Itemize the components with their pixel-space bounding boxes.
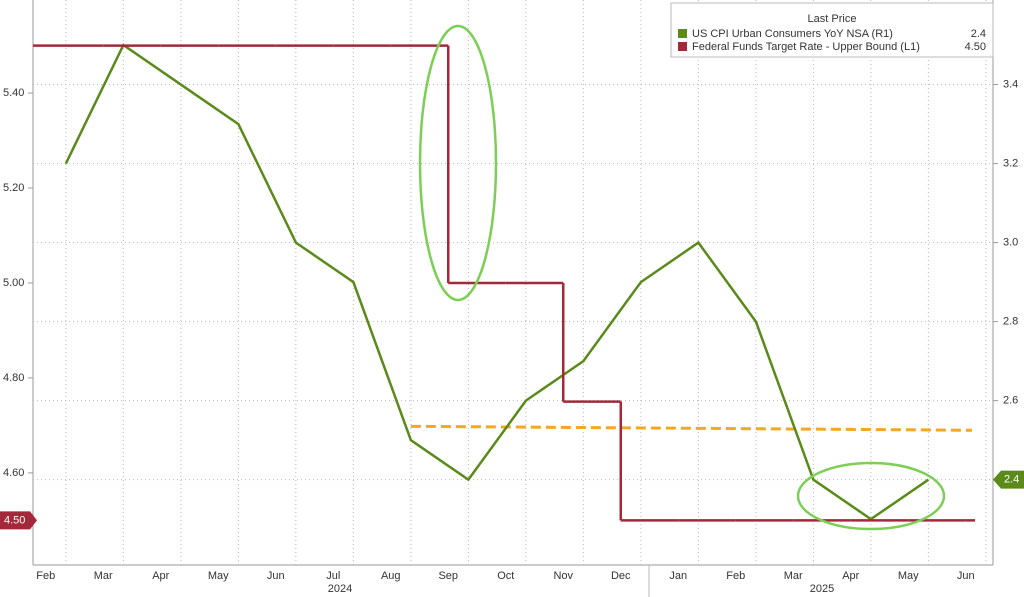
y2-tick-label: 2.6 [1003,395,1018,407]
legend-box [670,2,994,58]
legend-title: Last Price [808,13,857,25]
x-tick-label: Nov [553,570,573,582]
year-label: 2025 [810,583,834,595]
x-tick-label: Oct [497,570,514,582]
x-tick-label: Jun [957,570,975,582]
year-label: 2024 [328,583,352,595]
x-tick-label: Dec [611,570,631,582]
y-tick-label: 5.00 [3,277,24,289]
y-tick-label: 4.60 [3,467,24,479]
grid [28,0,998,565]
legend-swatch [678,29,687,38]
y-tick-label: 4.80 [3,372,24,384]
reference-line [410,424,973,432]
x-tick-label: Apr [842,570,859,582]
x-tick-label: Feb [726,570,745,582]
y2-tick-label: 3.4 [1003,78,1018,90]
x-tick-label: Sep [438,570,458,582]
last-price-marker: 2.4 [993,470,1024,489]
y2-tick-label: 2.8 [1003,316,1018,328]
data-line [64,43,930,521]
marker-shape [0,511,37,530]
marks [33,43,975,522]
marker-label: 2.4 [1004,474,1019,486]
x-tick-label: Aug [381,570,401,582]
highlight-ellipse [418,24,498,302]
y-tick-label: 5.40 [3,87,24,99]
legend-swatch [678,42,687,51]
x-tick-label: Feb [36,570,55,582]
y2-tick-label: 3.2 [1003,157,1018,169]
legend-label: US CPI Urban Consumers YoY NSA (R1) [692,28,893,40]
marker-label: 4.50 [4,514,25,526]
legend-value: 2.4 [971,28,986,40]
x-tick-label: Mar [94,570,113,582]
last-price-marker: 4.50 [0,511,37,530]
highlight-ellipse [796,461,946,531]
x-tick-label: May [898,570,919,582]
y-tick-label: 5.20 [3,182,24,194]
x-tick-label: Jul [326,570,340,582]
x-tick-label: Jan [669,570,687,582]
x-tick-label: May [208,570,229,582]
x-tick-label: Jun [267,570,285,582]
y2-tick-label: 3.0 [1003,237,1018,249]
x-tick-label: Mar [784,570,803,582]
legend-value: 4.50 [965,41,986,53]
legend-label: Federal Funds Target Rate - Upper Bound … [692,41,920,53]
x-tick-label: Apr [152,570,169,582]
marker-shape [993,470,1024,489]
legend: Last Price US CPI Urban Consumers YoY NS… [670,2,994,58]
